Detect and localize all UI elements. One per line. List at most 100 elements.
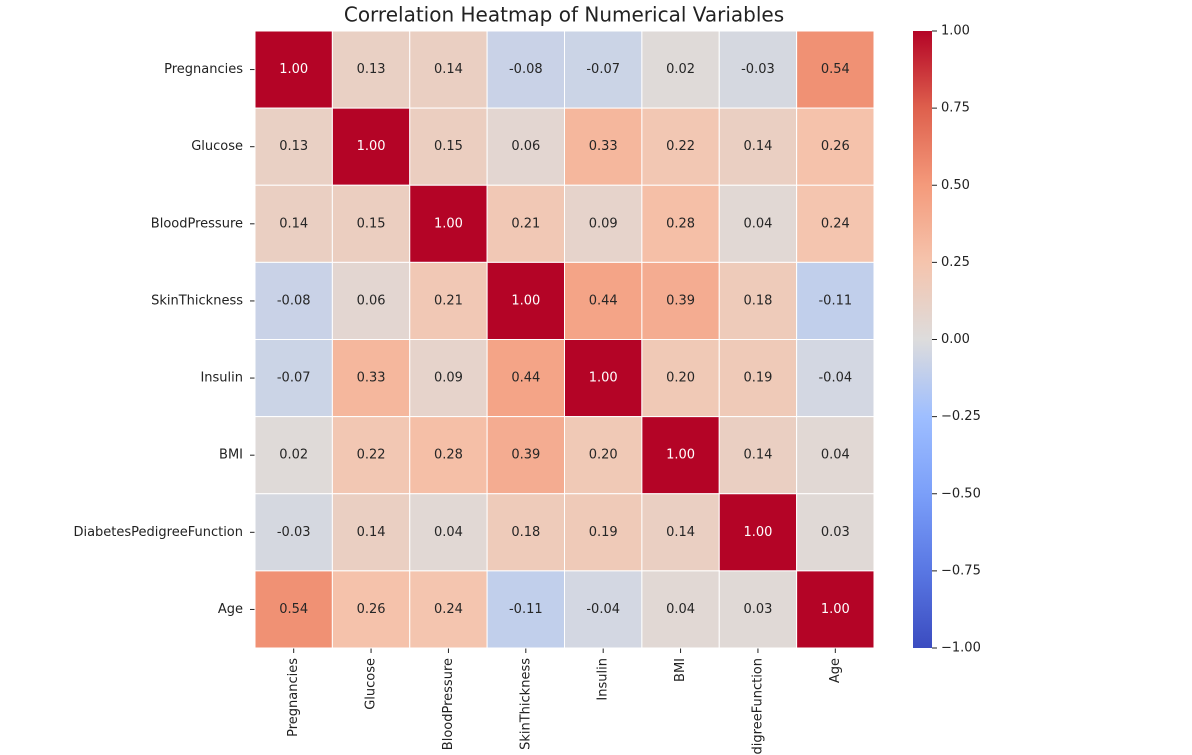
x-tick-label: SkinThickness xyxy=(518,658,533,750)
colorbar-tick-label: 1.00 xyxy=(941,24,970,39)
cell-label: 0.06 xyxy=(511,139,540,154)
heatmap-cell xyxy=(796,416,875,495)
cell-label: 1.00 xyxy=(511,293,540,308)
y-tick-label: Glucose xyxy=(191,139,243,154)
heatmap-cell xyxy=(409,493,488,572)
colorbar xyxy=(913,31,932,648)
cell-label: 0.28 xyxy=(434,448,463,463)
cell-label: 0.14 xyxy=(743,448,772,463)
y-tick-label: DiabetesPedigreeFunction xyxy=(73,525,243,540)
heatmap-cell xyxy=(409,107,488,186)
cell-label: 0.04 xyxy=(434,525,463,540)
heatmap-cell xyxy=(331,184,411,263)
cell-label: 0.24 xyxy=(434,602,463,617)
heatmap-cell xyxy=(409,570,488,649)
cell-label: 0.03 xyxy=(743,602,772,617)
cell-label: 0.04 xyxy=(743,216,772,231)
y-tick-label: BloodPressure xyxy=(151,216,243,231)
heatmap-cell xyxy=(641,339,720,418)
heatmap-cell xyxy=(486,493,565,572)
cell-label: -0.11 xyxy=(509,602,543,617)
cell-label: 1.00 xyxy=(743,525,772,540)
heatmap-cell xyxy=(796,339,875,418)
heatmap-cell xyxy=(564,30,643,109)
cell-label: 0.33 xyxy=(357,371,386,386)
cell-label: 1.00 xyxy=(434,216,463,231)
heatmap-cell xyxy=(564,570,643,649)
x-tick-label: Age xyxy=(828,658,843,683)
heatmap-cell xyxy=(796,107,875,186)
cell-label: -0.03 xyxy=(277,525,311,540)
heatmap-cell xyxy=(641,416,720,495)
heatmap-cell xyxy=(641,30,720,109)
cell-label: 0.14 xyxy=(357,525,386,540)
cell-label: 0.24 xyxy=(821,216,850,231)
heatmap-cell xyxy=(254,416,333,495)
heatmap-cell xyxy=(486,416,565,495)
cell-label: -0.04 xyxy=(818,371,852,386)
heatmap-cell xyxy=(718,107,798,186)
y-tick-label: Pregnancies xyxy=(164,62,243,77)
chart-title: Correlation Heatmap of Numerical Variabl… xyxy=(344,3,784,27)
heatmap-cell xyxy=(796,570,875,649)
cell-label: 0.22 xyxy=(666,139,695,154)
heatmap-cell xyxy=(409,416,488,495)
cell-label: 0.39 xyxy=(511,448,540,463)
cell-label: -0.11 xyxy=(818,293,852,308)
cell-label: 0.44 xyxy=(589,293,618,308)
heatmap-cell xyxy=(718,493,798,572)
heatmap-cell xyxy=(331,107,411,186)
heatmap-cell xyxy=(254,107,333,186)
heatmap-cell xyxy=(254,570,333,649)
heatmap-cell xyxy=(564,184,643,263)
cell-label: 1.00 xyxy=(357,139,386,154)
y-tick-label: Insulin xyxy=(200,371,243,386)
cell-label: -0.08 xyxy=(277,293,311,308)
heatmap-cell xyxy=(254,339,333,418)
heatmap-cell xyxy=(486,339,565,418)
cell-label: 0.04 xyxy=(666,602,695,617)
cell-label: 1.00 xyxy=(821,602,850,617)
cell-label: 0.13 xyxy=(357,62,386,77)
cell-label: 0.21 xyxy=(434,293,463,308)
heatmap-cell xyxy=(486,570,565,649)
cell-label: 0.44 xyxy=(511,371,540,386)
colorbar-tick-label: −0.25 xyxy=(941,409,981,424)
cell-label: -0.03 xyxy=(741,62,775,77)
heatmap-cell xyxy=(718,30,798,109)
heatmap-cell xyxy=(331,261,411,340)
heatmap-cell xyxy=(564,107,643,186)
colorbar-tick-label: 0.25 xyxy=(941,255,970,270)
cell-label: 1.00 xyxy=(666,448,695,463)
heatmap-cell xyxy=(486,107,565,186)
cell-label: 0.14 xyxy=(279,216,308,231)
cell-label: 1.00 xyxy=(589,371,618,386)
heatmap-cell xyxy=(331,570,411,649)
heatmap-cell xyxy=(718,570,798,649)
cell-label: 0.03 xyxy=(821,525,850,540)
x-tick-label: Glucose xyxy=(364,658,379,710)
colorbar-tick-label: 0.00 xyxy=(941,332,970,347)
cell-label: 0.22 xyxy=(357,448,386,463)
heatmap-cell xyxy=(564,493,643,572)
cell-label: 0.02 xyxy=(666,62,695,77)
cell-label: 0.26 xyxy=(821,139,850,154)
cell-label: 0.15 xyxy=(357,216,386,231)
cell-label: 0.20 xyxy=(589,448,618,463)
cell-label: -0.07 xyxy=(586,62,620,77)
cell-label: 0.15 xyxy=(434,139,463,154)
cell-label: 0.20 xyxy=(666,371,695,386)
cell-label: 0.18 xyxy=(511,525,540,540)
cell-label: 0.19 xyxy=(589,525,618,540)
cell-label: 0.02 xyxy=(279,448,308,463)
x-tick-label: Pregnancies xyxy=(286,658,301,737)
x-tick-label: Insulin xyxy=(596,658,611,701)
heatmap-cell xyxy=(796,493,875,572)
heatmap-cell xyxy=(718,416,798,495)
heatmap-cell xyxy=(486,261,565,340)
heatmap-cell xyxy=(718,339,798,418)
heatmap-cell xyxy=(486,184,565,263)
cell-label: 0.54 xyxy=(279,602,308,617)
cell-label: -0.07 xyxy=(277,371,311,386)
